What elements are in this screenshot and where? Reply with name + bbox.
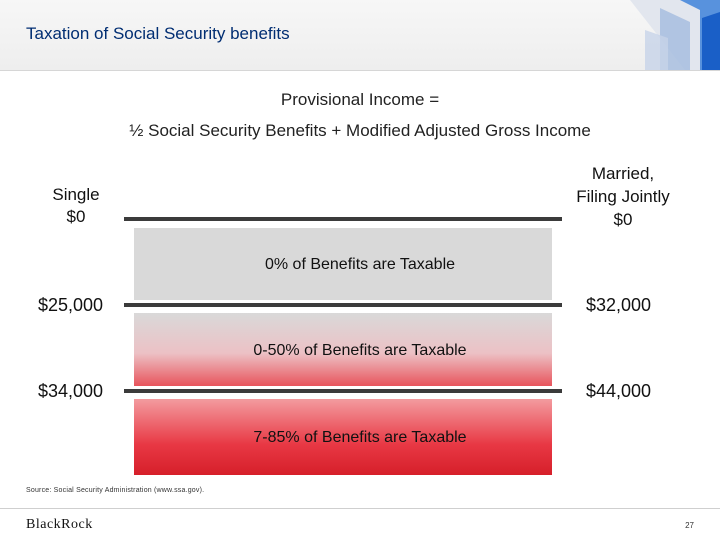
page-number: 27	[685, 521, 694, 530]
tier-band-7-85-percent	[134, 399, 552, 475]
single-start-amount: $0	[66, 207, 86, 226]
formula-heading: Provisional Income =	[280, 90, 440, 109]
source-note: Source: Social Security Administration (…	[26, 487, 205, 494]
threshold-line-1	[124, 303, 562, 307]
blackrock-logo: BlackRock	[26, 517, 93, 532]
single-threshold-2: $34,000	[38, 381, 104, 401]
threshold-line-2	[124, 389, 562, 393]
tier-band-0-percent	[134, 228, 552, 300]
single-column-label: Single $0	[26, 184, 126, 228]
threshold-line-start	[124, 217, 562, 221]
tier-label-2: 7-85% of Benefits are Taxable	[253, 429, 467, 446]
formula-definition: ½ Social Security Benefits + Modified Ad…	[129, 121, 591, 140]
corner-decorative-graphic	[630, 0, 720, 70]
tier-band-0-50-percent	[134, 313, 552, 386]
married-threshold-1: $32,000	[586, 295, 652, 315]
single-label-text: Single	[52, 185, 100, 204]
header-bar: Taxation of Social Security benefits	[0, 0, 720, 71]
tier-label-0: 0% of Benefits are Taxable	[264, 256, 456, 273]
married-label-line2: Filing Jointly	[576, 187, 670, 206]
single-threshold-1: $25,000	[38, 295, 104, 315]
footer-divider	[0, 508, 720, 509]
page-title: Taxation of Social Security benefits	[26, 24, 290, 43]
tier-label-1: 0-50% of Benefits are Taxable	[253, 342, 467, 359]
married-threshold-2: $44,000	[586, 381, 652, 401]
married-column-label: Married, Filing Jointly $0	[548, 162, 698, 231]
married-start-amount: $0	[613, 210, 633, 229]
married-label-line1: Married,	[591, 164, 655, 183]
